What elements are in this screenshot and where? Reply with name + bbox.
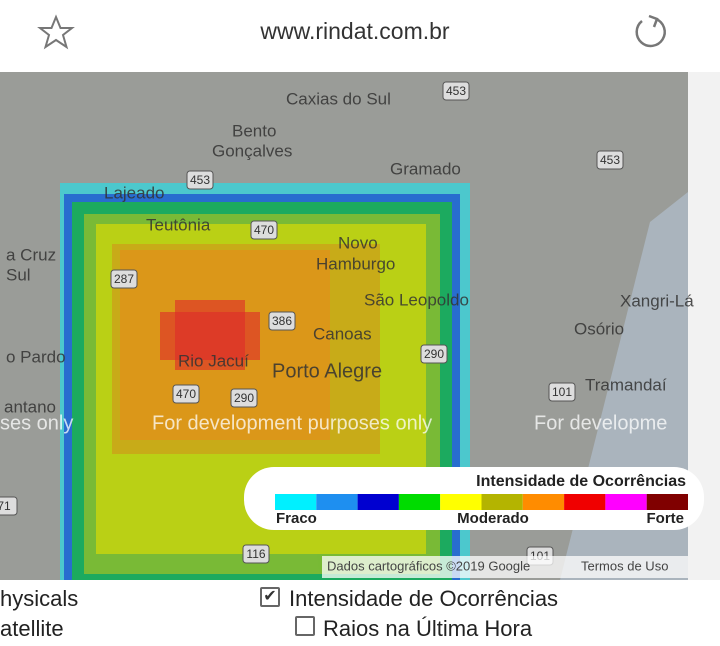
road-shield (420, 344, 448, 364)
place-label: a Cruz (6, 245, 56, 264)
road-shield (110, 269, 138, 289)
road-number: 290 (234, 391, 254, 405)
road-shield (442, 81, 470, 101)
checkbox[interactable]: ✔ (260, 587, 280, 607)
road-shield (268, 311, 296, 331)
watermark: For development purposes only (152, 412, 432, 434)
legend-mid: Moderado (457, 510, 529, 527)
place-label: Hamburgo (316, 254, 395, 273)
layer-label: atellite (0, 616, 64, 641)
legend-swatch (564, 494, 606, 510)
place-label: Gramado (390, 159, 461, 178)
road-number: 116 (246, 547, 265, 561)
road-number: 453 (446, 84, 466, 98)
place-label: Xangri-Lá (620, 291, 694, 310)
browser-bar: www.rindat.com.br (0, 0, 720, 73)
legend-swatch (316, 494, 358, 510)
road-shield (230, 388, 258, 408)
road-number: 386 (272, 314, 292, 328)
attribution: Dados cartográficos ©2019 Google (327, 558, 530, 573)
place-label: Bento (232, 121, 276, 140)
road-shield (250, 220, 278, 240)
place-label: Sul (6, 265, 31, 284)
legend-swatch (440, 494, 482, 510)
road-number: 101 (552, 385, 572, 399)
road-shield (596, 150, 624, 170)
place-label: Teutônia (146, 215, 211, 234)
watermark: For developme (534, 412, 667, 434)
road-number: 470 (254, 223, 274, 237)
road-number: 290 (424, 347, 444, 361)
place-label: antano (4, 397, 56, 416)
road-shield (186, 170, 214, 190)
watermark: ses only (0, 412, 73, 434)
place-label: Novo (338, 233, 378, 252)
road-shield (548, 382, 576, 402)
url[interactable]: www.rindat.com.br (260, 18, 450, 44)
bookmark-star[interactable] (36, 13, 76, 53)
place-label: Caxias do Sul (286, 89, 391, 108)
layer-label: hysicals (0, 586, 79, 611)
road-number: 453 (190, 173, 210, 187)
legend-swatch (481, 494, 523, 510)
legend-swatch (605, 494, 647, 510)
checkbox-label[interactable]: Raios na Última Hora (323, 616, 533, 641)
checkbox-label[interactable]: Intensidade de Ocorrências (289, 586, 559, 611)
heat-cell (175, 300, 245, 370)
place-label: Tramandaí (585, 375, 667, 394)
road-number: 453 (600, 153, 620, 167)
road-shield (0, 496, 18, 516)
legend-title: Intensidade de Ocorrências (476, 473, 686, 490)
road-number: 470 (176, 387, 196, 401)
legend-low: Fraco (276, 510, 317, 527)
place-label: Osório (574, 319, 624, 338)
checkbox[interactable] (295, 616, 315, 636)
road-number: 287 (114, 272, 134, 286)
place-label: Canoas (313, 324, 372, 343)
place-label: São Leopoldo (364, 290, 469, 309)
road-number: 71 (0, 499, 11, 513)
place-label: Porto Alegre (272, 360, 382, 382)
legend-swatch (357, 494, 399, 510)
reload-button[interactable] (630, 12, 670, 52)
legend-swatch (522, 494, 565, 510)
legend-swatch (646, 494, 688, 510)
attribution-bg (322, 556, 688, 578)
legend-high: Forte (647, 510, 685, 527)
place-label: Lajeado (104, 183, 165, 202)
place-label: Gonçalves (212, 141, 292, 160)
terms-link[interactable]: Termos de Uso (581, 558, 668, 573)
legend-swatch (275, 494, 317, 510)
place-label: o Pardo (6, 347, 66, 366)
road-shield (242, 544, 270, 564)
legend-swatch (398, 494, 441, 510)
place-label: Rio Jacuí (178, 351, 249, 370)
road-shield (172, 384, 200, 404)
